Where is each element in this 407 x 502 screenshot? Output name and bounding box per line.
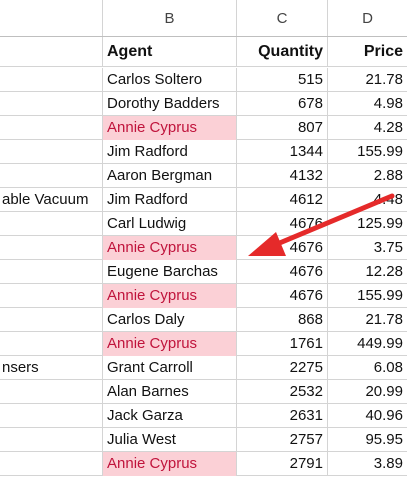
header-quantity[interactable]: Quantity (237, 37, 328, 67)
cell-column-a[interactable] (0, 236, 103, 260)
cell-quantity[interactable]: 515 (237, 68, 328, 92)
cell-agent[interactable]: Jim Radford (103, 140, 237, 164)
cell-quantity[interactable]: 2532 (237, 380, 328, 404)
cell-price[interactable]: 6.08 (373, 359, 403, 376)
cell-column-a[interactable] (0, 140, 103, 164)
cell-price[interactable]: 95.95 (365, 431, 403, 448)
table-row: Annie Cyprus 4676 155.99 (0, 284, 407, 308)
column-header-d[interactable]: D (362, 10, 373, 27)
cell-column-a[interactable] (0, 428, 103, 452)
table-row: Jim Radford 1344 155.99 (0, 140, 407, 164)
table-row: nsers Grant Carroll 2275 6.08 (0, 356, 407, 380)
cell-agent[interactable]: Annie Cyprus (103, 452, 237, 476)
table-row: Annie Cyprus 2791 3.89 (0, 452, 407, 476)
cell-column-a[interactable]: nsers (0, 356, 103, 380)
cell-quantity[interactable]: 2275 (237, 356, 328, 380)
table-row: Annie Cyprus 4676 3.75 (0, 236, 407, 260)
cell-price[interactable]: 3.75 (373, 239, 403, 256)
cell-column-a[interactable] (0, 308, 103, 332)
cell-agent[interactable]: Eugene Barchas (103, 260, 237, 284)
cell-agent[interactable]: Alan Barnes (103, 380, 237, 404)
cell-quantity[interactable]: 4676 (237, 212, 328, 236)
cell-agent[interactable]: Julia West (103, 428, 237, 452)
cell-column-a[interactable] (0, 68, 103, 92)
cell-quantity[interactable]: 2791 (237, 452, 328, 476)
cell-price[interactable]: 155.99 (357, 287, 403, 304)
table-row: Carl Ludwig 4676 125.99 (0, 212, 407, 236)
table-row: Carlos Daly 868 21.78 (0, 308, 407, 332)
cell-column-a[interactable]: able Vacuum (0, 188, 103, 212)
cell-quantity[interactable]: 868 (237, 308, 328, 332)
cell-quantity[interactable]: 2757 (237, 428, 328, 452)
cell-column-a[interactable] (0, 116, 103, 140)
cell-price[interactable]: 2.88 (373, 167, 403, 184)
cell-column-a[interactable] (0, 380, 103, 404)
cell-quantity[interactable]: 807 (237, 116, 328, 140)
cell-price[interactable]: 449.99 (357, 335, 403, 352)
table-row: able Vacuum Jim Radford 4612 4.48 (0, 188, 407, 212)
cell-agent[interactable]: Annie Cyprus (103, 332, 237, 356)
table-row: Carlos Soltero 515 21.78 (0, 68, 407, 92)
header-cell-a[interactable] (0, 37, 103, 67)
cell-quantity[interactable]: 4676 (237, 284, 328, 308)
cell-price[interactable]: 12.28 (365, 263, 403, 280)
column-header-b[interactable]: B (103, 0, 237, 36)
table-row: Julia West 2757 95.95 (0, 428, 407, 452)
cell-column-a[interactable] (0, 92, 103, 116)
table-row: Alan Barnes 2532 20.99 (0, 380, 407, 404)
cell-price[interactable]: 4.98 (373, 95, 403, 112)
table-row: Aaron Bergman 4132 2.88 (0, 164, 407, 188)
cell-agent[interactable]: Carlos Soltero (103, 68, 237, 92)
cell-quantity[interactable]: 1761 (237, 332, 328, 356)
cell-agent[interactable]: Annie Cyprus (103, 236, 237, 260)
cell-column-a[interactable] (0, 404, 103, 428)
table-row: Jack Garza 2631 40.96 (0, 404, 407, 428)
cell-agent[interactable]: Jim Radford (103, 188, 237, 212)
cell-column-a[interactable] (0, 332, 103, 356)
header-price[interactable]: Price (363, 43, 403, 60)
cell-quantity[interactable]: 4676 (237, 260, 328, 284)
cell-price[interactable]: 125.99 (357, 215, 403, 232)
cell-price[interactable]: 4.48 (373, 191, 403, 208)
cell-agent[interactable]: Grant Carroll (103, 356, 237, 380)
table-row: Annie Cyprus 807 4.28 (0, 116, 407, 140)
cell-quantity[interactable]: 1344 (237, 140, 328, 164)
cell-price[interactable]: 21.78 (365, 71, 403, 88)
cell-price[interactable]: 155.99 (357, 143, 403, 160)
cell-price[interactable]: 40.96 (365, 407, 403, 424)
cell-price[interactable]: 21.78 (365, 311, 403, 328)
cell-price[interactable]: 4.28 (373, 119, 403, 136)
cell-agent[interactable]: Aaron Bergman (103, 164, 237, 188)
cell-quantity[interactable]: 2631 (237, 404, 328, 428)
table-row: Annie Cyprus 1761 449.99 (0, 332, 407, 356)
header-agent[interactable]: Agent (103, 37, 237, 67)
cell-agent[interactable]: Dorothy Badders (103, 92, 237, 116)
cell-quantity[interactable]: 4612 (237, 188, 328, 212)
cell-price[interactable]: 3.89 (373, 455, 403, 472)
cell-column-a[interactable] (0, 452, 103, 476)
column-header-bar: B C D (0, 0, 407, 37)
cell-agent[interactable]: Annie Cyprus (103, 284, 237, 308)
table-row: Eugene Barchas 4676 12.28 (0, 260, 407, 284)
cell-price[interactable]: 20.99 (365, 383, 403, 400)
cell-quantity[interactable]: 4132 (237, 164, 328, 188)
column-header-c[interactable]: C (237, 0, 328, 36)
cell-column-a[interactable] (0, 284, 103, 308)
cell-agent[interactable]: Jack Garza (103, 404, 237, 428)
cell-quantity[interactable]: 4676 (237, 236, 328, 260)
table-row: Dorothy Badders 678 4.98 (0, 92, 407, 116)
cell-quantity[interactable]: 678 (237, 92, 328, 116)
cell-agent[interactable]: Carlos Daly (103, 308, 237, 332)
column-header-a[interactable] (0, 0, 103, 36)
cell-agent[interactable]: Carl Ludwig (103, 212, 237, 236)
table-header-row: Agent Quantity Price (0, 37, 407, 67)
cell-agent[interactable]: Annie Cyprus (103, 116, 237, 140)
cell-column-a[interactable] (0, 260, 103, 284)
cell-column-a[interactable] (0, 164, 103, 188)
cell-column-a[interactable] (0, 212, 103, 236)
